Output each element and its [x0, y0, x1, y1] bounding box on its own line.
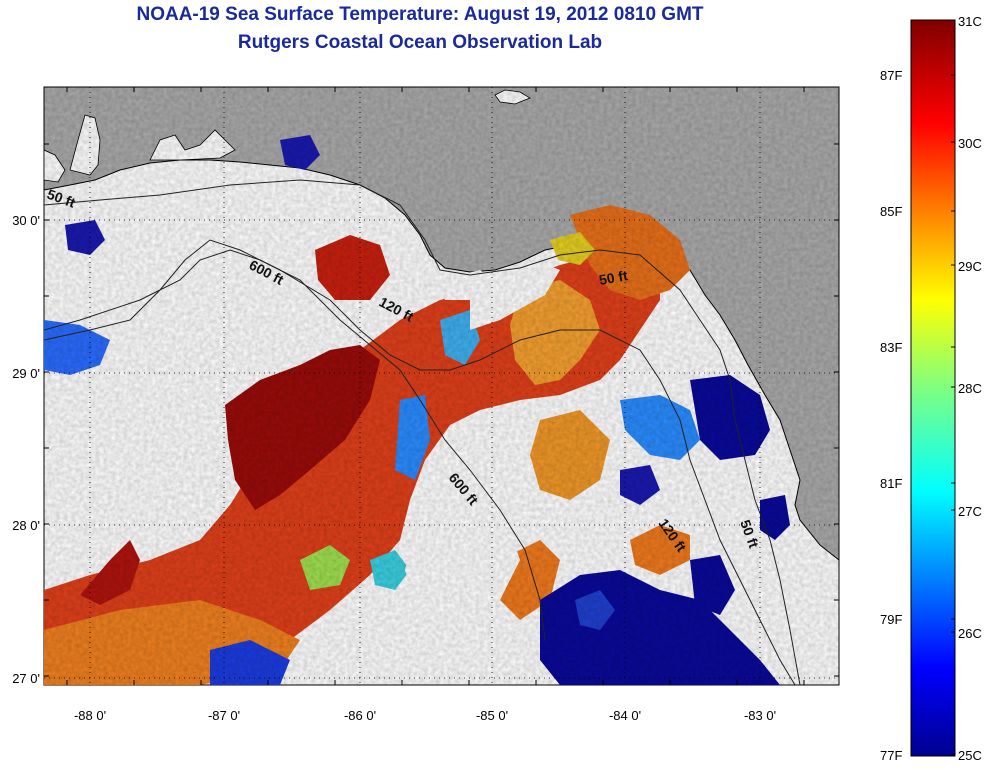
noise-texture: [44, 87, 839, 685]
colorbar: [910, 19, 956, 757]
graticule: -88 0' -87 0' -86 0' -85 0' -84 0' -83 0' 30 0…: [12, 87, 839, 723]
latitude-tick-label: 27 0': [12, 671, 40, 686]
colorbar-fahrenheit-label: 83F: [880, 340, 903, 355]
longitude-tick-label: -88 0': [74, 708, 106, 723]
latitude-tick-label: 30 0': [12, 213, 40, 228]
colorbar-fahrenheit-label: 87F: [880, 68, 903, 83]
colorbar-celsius-label: 29C: [958, 259, 982, 274]
chart-subtitle: Rutgers Coastal Ocean Observation Lab: [237, 32, 603, 53]
colorbar-celsius-label: 26C: [958, 626, 982, 641]
colorbar-fahrenheit-label: 79F: [880, 612, 903, 627]
longitude-tick-label: -84 0': [609, 708, 641, 723]
colorbar-fahrenheit-label: 77F: [880, 748, 903, 763]
bathymetry-contours: [44, 179, 801, 685]
colorbar-celsius-label: 25C: [958, 748, 982, 763]
colorbar-fahrenheit-label: 81F: [880, 476, 903, 491]
colorbar-fahrenheit-label: 85F: [880, 204, 903, 219]
colorbar-celsius-label: 30C: [958, 136, 982, 151]
colorbar-celsius-label: 27C: [958, 504, 982, 519]
longitude-tick-label: -86 0': [344, 708, 376, 723]
chart-title: NOAA-19 Sea Surface Temperature: August …: [136, 4, 704, 25]
latitude-tick-label: 29 0': [12, 366, 40, 381]
longitude-tick-label: -83 0': [744, 708, 776, 723]
colorbar-celsius-label: 31C: [958, 14, 982, 29]
latitude-tick-label: 28 0': [12, 518, 40, 533]
contour-label: 50 ft: [598, 267, 629, 288]
longitude-tick-label: -87 0': [208, 708, 240, 723]
colorbar-ticks: [951, 19, 955, 756]
longitude-tick-label: -85 0': [476, 708, 508, 723]
colorbar-celsius-label: 28C: [958, 381, 982, 396]
